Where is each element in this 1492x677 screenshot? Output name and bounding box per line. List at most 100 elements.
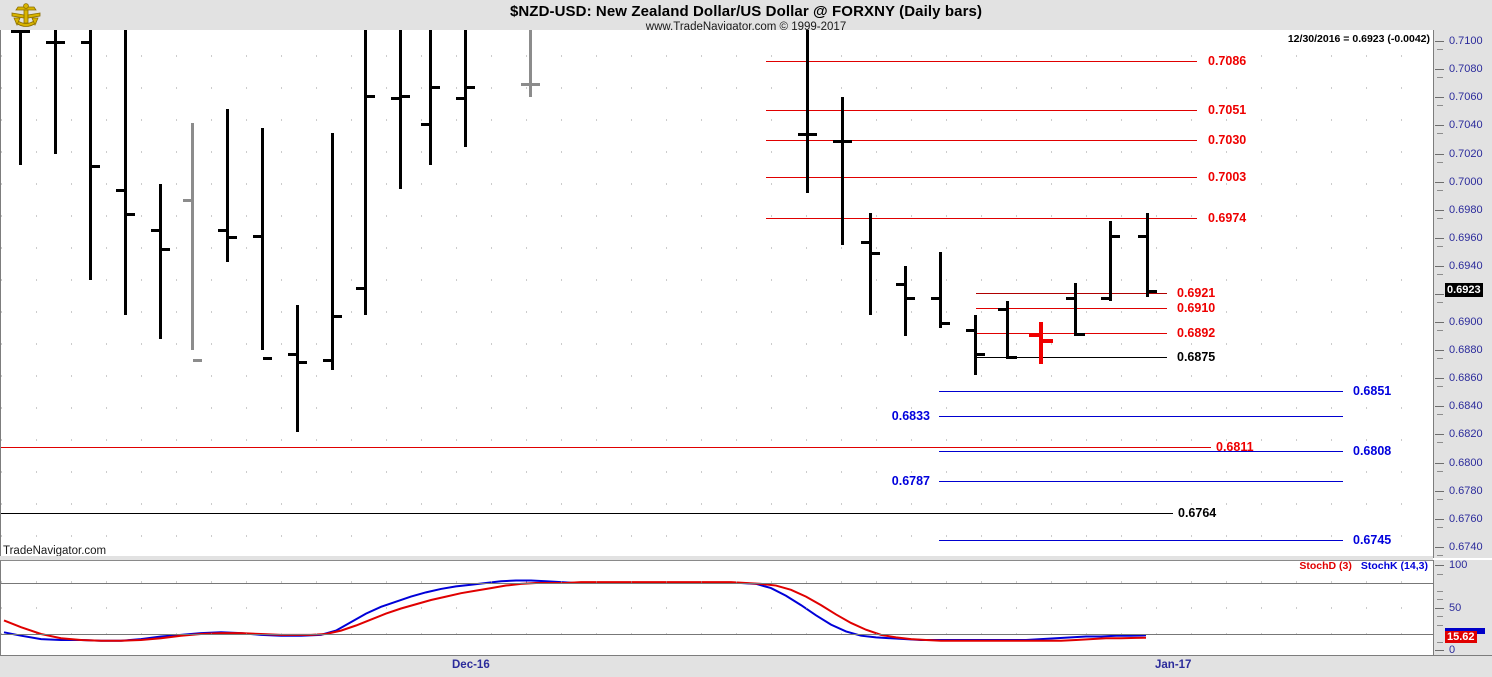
price-level-line[interactable] — [1, 513, 1173, 515]
price-level-line[interactable] — [1, 447, 1211, 449]
stochastic-axis[interactable]: 100 50 0 15.62 — [1433, 559, 1492, 656]
price-axis-tick — [1435, 41, 1444, 43]
price-level-label: 0.6875 — [1177, 350, 1216, 365]
price-axis-label: 0.6760 — [1449, 512, 1483, 525]
price-level-line[interactable] — [976, 308, 1167, 310]
price-axis-minor-tick — [1437, 217, 1443, 219]
price-level-label: 0.6745 — [1353, 532, 1392, 547]
stochastic-axis-tick — [1435, 650, 1444, 651]
price-axis-tick — [1435, 265, 1444, 267]
price-axis-tick — [1435, 237, 1444, 239]
price-axis-minor-tick — [1437, 498, 1443, 500]
price-axis-minor-tick — [1437, 330, 1443, 332]
price-level-label: 0.7003 — [1208, 170, 1247, 185]
price-level-line[interactable] — [939, 416, 1343, 418]
stochastic-legend: StochD (3) StochK (14,3) — [1299, 560, 1428, 572]
price-axis-minor-tick — [1437, 302, 1443, 303]
current-price-tag: 0.6923 — [1445, 282, 1483, 297]
stochastic-level-line — [1, 634, 1433, 635]
price-axis-tick — [1435, 209, 1444, 211]
price-axis-minor-tick — [1437, 133, 1443, 135]
price-level-line[interactable] — [766, 139, 1197, 141]
stochastic-axis-minor-tick — [1437, 616, 1443, 617]
price-axis-minor-tick — [1437, 554, 1443, 556]
stochastic-level-line — [1, 583, 1433, 584]
price-axis-label: 0.7000 — [1449, 175, 1483, 188]
price-axis-label: 0.6820 — [1449, 428, 1483, 441]
price-level-line[interactable] — [766, 60, 1197, 62]
header-band — [0, 0, 1492, 30]
price-level-label: 0.6910 — [1177, 301, 1216, 316]
price-axis-label: 0.6840 — [1449, 400, 1483, 413]
data-readout: 12/30/2016 = 0.6923 (-0.0042) — [1287, 33, 1430, 45]
stochastic-axis-minor-tick — [1437, 590, 1443, 592]
date-axis-label: Jan-17 — [1155, 659, 1192, 671]
price-level-label: 0.7086 — [1208, 53, 1247, 68]
price-axis-tick — [1435, 462, 1444, 464]
price-level-line[interactable] — [976, 333, 1167, 335]
price-level-line[interactable] — [939, 451, 1343, 453]
price-axis-tick — [1435, 406, 1444, 408]
price-level-label: 0.7051 — [1208, 103, 1247, 118]
price-axis-tick — [1435, 69, 1444, 71]
stochastic-axis-minor-tick — [1437, 599, 1443, 600]
price-level-line[interactable] — [766, 110, 1197, 112]
price-axis-minor-tick — [1437, 245, 1443, 247]
price-level-label: 0.6811 — [1216, 440, 1254, 455]
price-level-label: 0.6892 — [1177, 326, 1216, 341]
price-axis-tick — [1435, 378, 1444, 380]
price-axis-minor-tick — [1437, 358, 1443, 360]
stochastic-series-line — [3, 581, 1147, 642]
price-axis-minor-tick — [1437, 49, 1443, 51]
stochastic-axis-label: 0 — [1449, 644, 1456, 656]
price-axis-minor-tick — [1437, 161, 1443, 163]
price-axis-label: 0.6800 — [1449, 456, 1483, 469]
price-level-line[interactable] — [976, 292, 1167, 294]
price-axis-label: 0.6980 — [1449, 203, 1483, 216]
price-level-line[interactable] — [939, 539, 1343, 541]
stochastic-pane[interactable] — [0, 560, 1433, 655]
price-axis-minor-tick — [1437, 77, 1443, 79]
legend-stoch-k: StochK (14,3) — [1360, 560, 1428, 572]
price-axis-minor-tick — [1437, 189, 1443, 191]
price-axis-tick — [1435, 322, 1444, 324]
price-axis-tick — [1435, 350, 1444, 352]
price-axis-tick — [1435, 546, 1444, 548]
price-axis-minor-tick — [1437, 105, 1443, 107]
price-level-line[interactable] — [976, 357, 1167, 359]
price-pane[interactable]: 0.7086 0.7051 0.7030 0.7003 0.6974 0.6921 0.69… — [0, 30, 1433, 558]
date-axis[interactable]: Dec-16 Jan-17 — [0, 655, 1492, 677]
price-axis-minor-tick — [1437, 526, 1443, 528]
stochastic-axis-minor-tick — [1437, 573, 1443, 575]
price-level-line[interactable] — [766, 218, 1197, 220]
price-axis-label: 0.7080 — [1449, 63, 1483, 76]
price-axis-label: 0.6900 — [1449, 316, 1483, 329]
price-axis-tick — [1435, 490, 1444, 492]
chart-title: $NZD-USD: New Zealand Dollar/US Dollar @… — [509, 3, 983, 20]
watermark-text: TradeNavigator.com — [3, 545, 107, 557]
price-axis-label: 0.6860 — [1449, 372, 1483, 385]
price-axis-minor-tick — [1437, 470, 1443, 472]
price-axis-label: 0.6940 — [1449, 259, 1483, 272]
price-axis-minor-tick — [1437, 273, 1443, 275]
price-axis-label: 0.6740 — [1449, 540, 1483, 553]
stochastic-axis-tick — [1435, 607, 1444, 609]
price-level-line[interactable] — [766, 177, 1197, 179]
price-level-label: 0.6787 — [891, 473, 930, 488]
stochastic-axis-tick — [1435, 565, 1444, 566]
price-level-line[interactable] — [939, 390, 1343, 392]
price-axis-minor-tick — [1437, 386, 1443, 388]
date-tick-marks — [0, 656, 1433, 660]
price-level-line[interactable] — [939, 480, 1343, 482]
stochastic-axis-minor-tick — [1437, 641, 1443, 643]
price-axis-label: 0.6960 — [1449, 231, 1483, 244]
stochastic-axis-label: 50 — [1449, 601, 1462, 614]
stochastic-axis-label: 100 — [1449, 559, 1468, 571]
price-axis-tick — [1435, 153, 1444, 155]
price-axis[interactable]: 0.7100 0.7080 0.7060 0.7040 0.7020 0.7000 0.69… — [1433, 30, 1492, 558]
price-axis-label: 0.7060 — [1449, 91, 1483, 104]
price-axis-tick — [1435, 434, 1444, 436]
trade-navigator-logo-icon — [4, 1, 48, 31]
price-level-label: 0.7030 — [1208, 132, 1247, 147]
